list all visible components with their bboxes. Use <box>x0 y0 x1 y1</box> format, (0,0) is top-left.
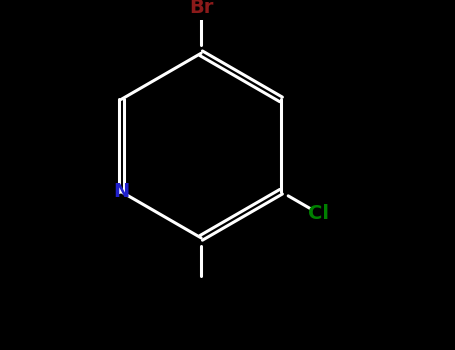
Text: N: N <box>113 182 129 201</box>
Text: Br: Br <box>189 0 213 16</box>
Text: Cl: Cl <box>308 204 329 223</box>
